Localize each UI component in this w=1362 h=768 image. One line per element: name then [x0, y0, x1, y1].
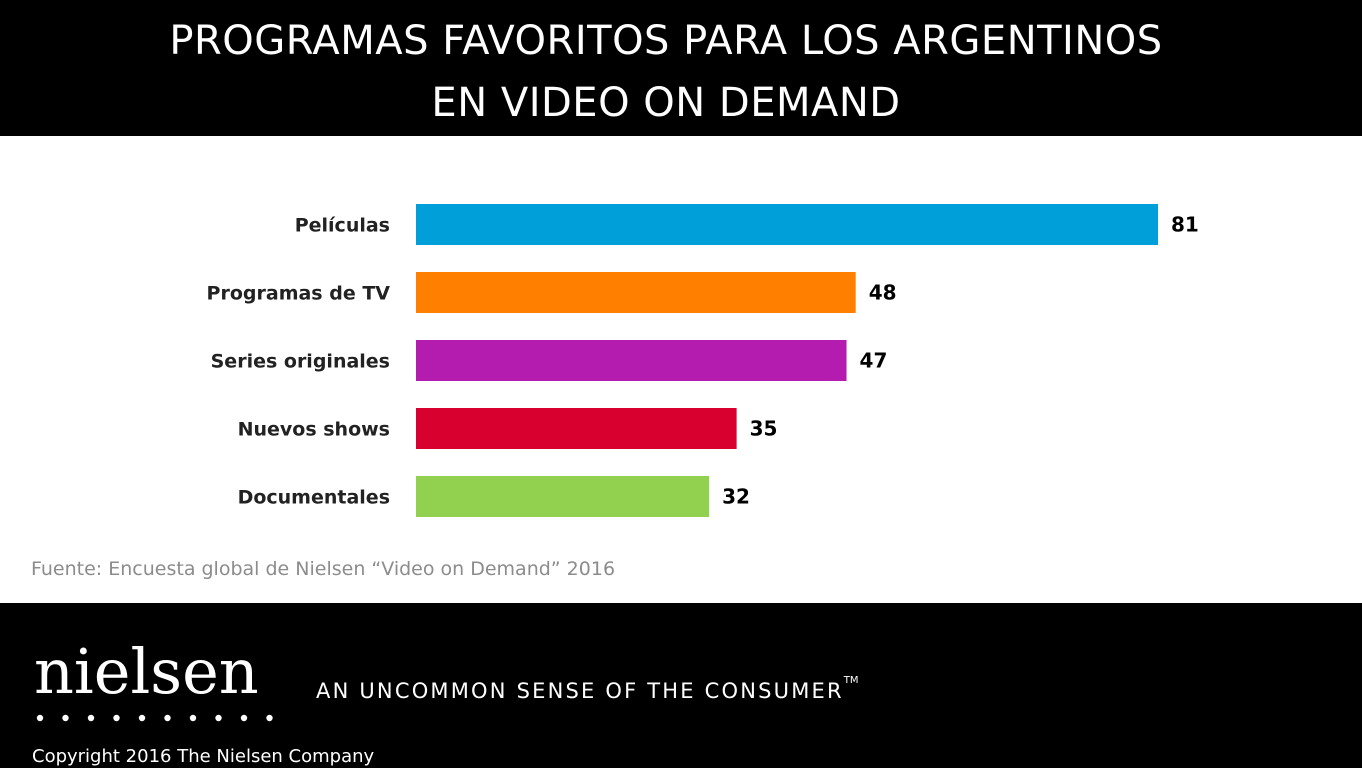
category-label: Programas de TV [207, 283, 391, 305]
category-label: Series originales [211, 351, 390, 373]
chart-title-line-1: PROGRAMAS FAVORITOS PARA LOS ARGENTINOS [169, 18, 1163, 64]
logo-dot [62, 714, 69, 722]
copyright-text: Copyright 2016 The Nielsen Company [32, 746, 375, 767]
value-label: 47 [860, 349, 888, 373]
bar [416, 340, 847, 381]
logo-dot [240, 714, 248, 722]
logo-dot [138, 714, 146, 722]
value-label: 48 [869, 281, 897, 305]
category-label: Documentales [238, 487, 390, 509]
bar [416, 476, 710, 517]
category-label: Nuevos shows [238, 419, 390, 441]
value-label: 35 [750, 417, 778, 441]
logo-dot [113, 714, 120, 722]
trademark-mark: TM [843, 675, 859, 686]
source-note: Fuente: Encuesta global de Nielsen “Vide… [31, 558, 616, 580]
bar [416, 204, 1158, 245]
footer-band: nielsen AN UNCOMMON SENSE OF THE CONSUME… [0, 603, 1362, 768]
logo-dot [36, 714, 44, 722]
logo-dots-icon [36, 714, 273, 722]
category-label: Películas [295, 215, 390, 237]
chart-title-line-2: EN VIDEO ON DEMAND [431, 80, 901, 126]
bar [416, 272, 856, 313]
value-label: 32 [722, 485, 750, 509]
bar [416, 408, 737, 449]
logo-dot [266, 714, 273, 722]
tagline: AN UNCOMMON SENSE OF THE CONSUMERTM [316, 675, 859, 703]
logo-dot [189, 714, 197, 722]
nielsen-logo: nielsen [34, 633, 279, 728]
title-banner: PROGRAMAS FAVORITOS PARA LOS ARGENTINOS … [0, 0, 1362, 136]
logo-dot [87, 714, 95, 722]
logo-dot [215, 714, 222, 722]
tagline-text: AN UNCOMMON SENSE OF THE CONSUMER [316, 679, 844, 703]
logo-wordmark: nielsen [34, 635, 259, 708]
bar-chart: Películas 81 Programas de TV 48 Series origi… [207, 204, 1199, 517]
value-label: 81 [1171, 213, 1199, 237]
logo-dot [164, 714, 171, 722]
